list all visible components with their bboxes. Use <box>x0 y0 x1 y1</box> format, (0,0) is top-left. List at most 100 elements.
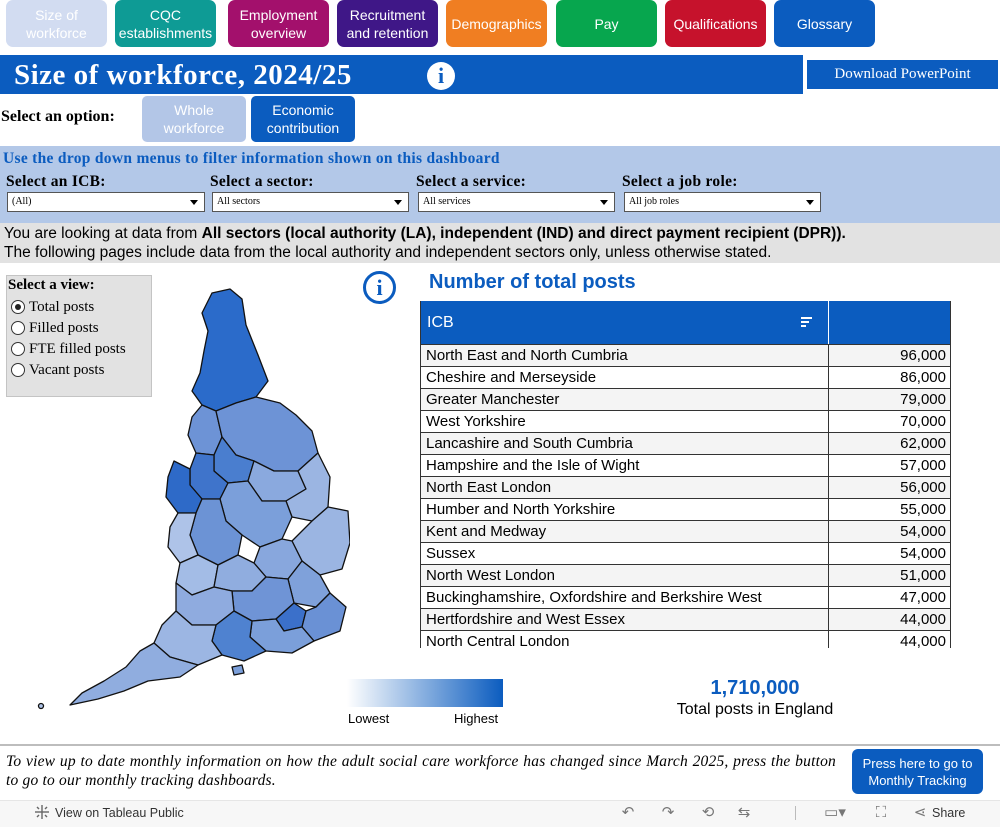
map-region-scilly <box>37 702 45 710</box>
chevron-down-icon <box>806 200 814 205</box>
nav-tab-7[interactable]: Glossary <box>774 0 875 47</box>
map-region-north-east <box>191 288 269 412</box>
table-row[interactable]: Sussex 54,000 <box>421 543 951 565</box>
nav-tab-label: Recruitment and retention <box>346 6 429 41</box>
nav-tab-6[interactable]: Qualifications <box>665 0 766 47</box>
map-region-kent <box>301 592 347 642</box>
page-title: Size of workforce, 2024/25 <box>14 59 352 91</box>
download-powerpoint-button[interactable]: Download PowerPoint <box>807 60 998 89</box>
table-row[interactable]: Cheshire and Merseyside 86,000 <box>421 367 951 389</box>
icb-name-cell: Cheshire and Merseyside <box>421 367 829 388</box>
icb-name-cell: Humber and North Yorkshire <box>421 499 829 520</box>
share-icon[interactable]: ⋖ <box>913 804 927 821</box>
icb-name-cell: Hertfordshire and West Essex <box>421 609 829 630</box>
table-row[interactable]: Buckinghamshire, Oxfordshire and Berkshi… <box>421 587 951 609</box>
table-row[interactable]: West Yorkshire 70,000 <box>421 411 951 433</box>
table-row[interactable]: North Central London 44,000 <box>421 631 951 648</box>
table-row[interactable]: Humber and North Yorkshire 55,000 <box>421 499 951 521</box>
undo-icon[interactable]: ↶ <box>621 804 635 821</box>
economic-contribution-button[interactable]: Economic contribution <box>251 96 355 142</box>
icb-name-cell: North East and North Cumbria <box>421 345 829 366</box>
service-filter-label: Select a service: <box>416 173 527 190</box>
monthly-tracking-button[interactable]: Press here to go to Monthly Tracking <box>852 749 983 794</box>
posts-value-cell: 96,000 <box>829 345 951 366</box>
value-column-header <box>829 301 951 344</box>
comment-icon[interactable]: ▭▾ <box>824 804 846 821</box>
share-button[interactable]: Share <box>932 806 966 820</box>
nav-tab-5[interactable]: Pay <box>556 0 657 47</box>
nav-tab-3[interactable]: Recruitment and retention <box>337 0 438 47</box>
redo-icon[interactable]: ↷ <box>661 804 675 821</box>
nav-tab-label: Glossary <box>796 15 853 32</box>
view-selector-title: Select a view: <box>8 277 95 293</box>
nav-tab-label: Employment overview <box>239 6 318 41</box>
nav-tab-4[interactable]: Demographics <box>446 0 547 47</box>
economic-contribution-label: Economic contribution <box>266 102 340 136</box>
table-row[interactable]: North West London 51,000 <box>421 565 951 587</box>
sector-dropdown-value: All sectors <box>217 196 261 207</box>
revert-icon[interactable]: ⟲ <box>701 804 715 821</box>
view-on-tableau-link[interactable]: View on Tableau Public <box>55 806 184 820</box>
posts-value-cell: 54,000 <box>829 543 951 564</box>
chevron-down-icon <box>190 200 198 205</box>
icb-name-cell: North West London <box>421 565 829 586</box>
info-icon[interactable]: i <box>427 62 455 90</box>
job-role-dropdown-value: All job roles <box>629 196 679 207</box>
radio-fte-filled-posts[interactable]: FTE filled posts <box>11 340 126 358</box>
nav-tab-label: Size of workforce <box>26 6 87 41</box>
posts-value-cell: 44,000 <box>829 609 951 630</box>
fullscreen-icon[interactable]: ⛶ <box>875 804 887 821</box>
job-role-dropdown[interactable]: All job roles <box>624 192 821 212</box>
view-selector-panel <box>6 275 152 397</box>
icb-name-cell: Sussex <box>421 543 829 564</box>
sort-icon[interactable] <box>801 317 812 328</box>
info-line-2: The following pages include data from th… <box>4 244 772 261</box>
radio-total-posts[interactable]: Total posts <box>11 298 94 316</box>
whole-workforce-label: Whole workforce <box>163 102 225 136</box>
table-header: ICB <box>421 301 951 345</box>
table-row[interactable]: Lancashire and South Cumbria 62,000 <box>421 433 951 455</box>
info-sectors: All sectors (local authority (LA), indep… <box>201 225 846 242</box>
total-posts-value: 1,710,000 <box>710 677 800 699</box>
map-info-icon[interactable]: i <box>363 271 396 304</box>
refresh-icon[interactable]: ⇆ <box>737 804 751 821</box>
radio-label: Filled posts <box>29 319 99 336</box>
map-region-isle-of-wight <box>231 664 245 676</box>
icb-name-cell: West Yorkshire <box>421 411 829 432</box>
total-posts-label: Total posts in England <box>676 701 834 718</box>
nav-tab-0[interactable]: Size of workforce <box>6 0 107 47</box>
table-row[interactable]: Hampshire and the Isle of Wight 57,000 <box>421 455 951 477</box>
icb-column-header-label: ICB <box>427 313 454 331</box>
radio-label: Vacant posts <box>29 361 105 378</box>
service-dropdown[interactable]: All services <box>418 192 615 212</box>
whole-workforce-button[interactable]: Whole workforce <box>142 96 246 142</box>
icb-column-header[interactable]: ICB <box>421 301 829 344</box>
sector-dropdown[interactable]: All sectors <box>212 192 409 212</box>
legend-low-label: Lowest <box>348 711 390 726</box>
table-row[interactable]: Hertfordshire and West Essex 44,000 <box>421 609 951 631</box>
title-bar <box>0 55 803 94</box>
table-body: North East and North Cumbria 96,000 Cheshi… <box>421 345 951 648</box>
table-row[interactable]: Greater Manchester 79,000 <box>421 389 951 411</box>
info-banner <box>0 223 1000 263</box>
table-row[interactable]: North East London 56,000 <box>421 477 951 499</box>
table-row[interactable]: Kent and Medway 54,000 <box>421 521 951 543</box>
nav-tab-2[interactable]: Employment overview <box>228 0 329 47</box>
england-icb-map[interactable] <box>30 285 350 715</box>
radio-vacant-posts[interactable]: Vacant posts <box>11 361 104 379</box>
table-row[interactable]: North East and North Cumbria 96,000 <box>421 345 951 367</box>
icb-name-cell: Greater Manchester <box>421 389 829 410</box>
radio-filled-posts[interactable]: Filled posts <box>11 319 99 337</box>
chevron-down-icon <box>600 200 608 205</box>
posts-value-cell: 86,000 <box>829 367 951 388</box>
info-line-1: You are looking at data from All sectors… <box>4 224 846 243</box>
nav-tab-1[interactable]: CQC establishments <box>115 0 216 47</box>
icb-table[interactable]: ICB North East and North Cumbria 96,000 Ch… <box>420 301 951 648</box>
map-region-devon-cornwall <box>69 642 199 706</box>
posts-value-cell: 57,000 <box>829 455 951 476</box>
monthly-tracking-label: Press here to go to Monthly Tracking <box>862 755 973 788</box>
icb-name-cell: North Central London <box>421 631 829 648</box>
info-prefix: You are looking at data from <box>4 225 202 242</box>
icb-dropdown[interactable]: (All) <box>7 192 205 212</box>
color-legend <box>347 679 503 707</box>
